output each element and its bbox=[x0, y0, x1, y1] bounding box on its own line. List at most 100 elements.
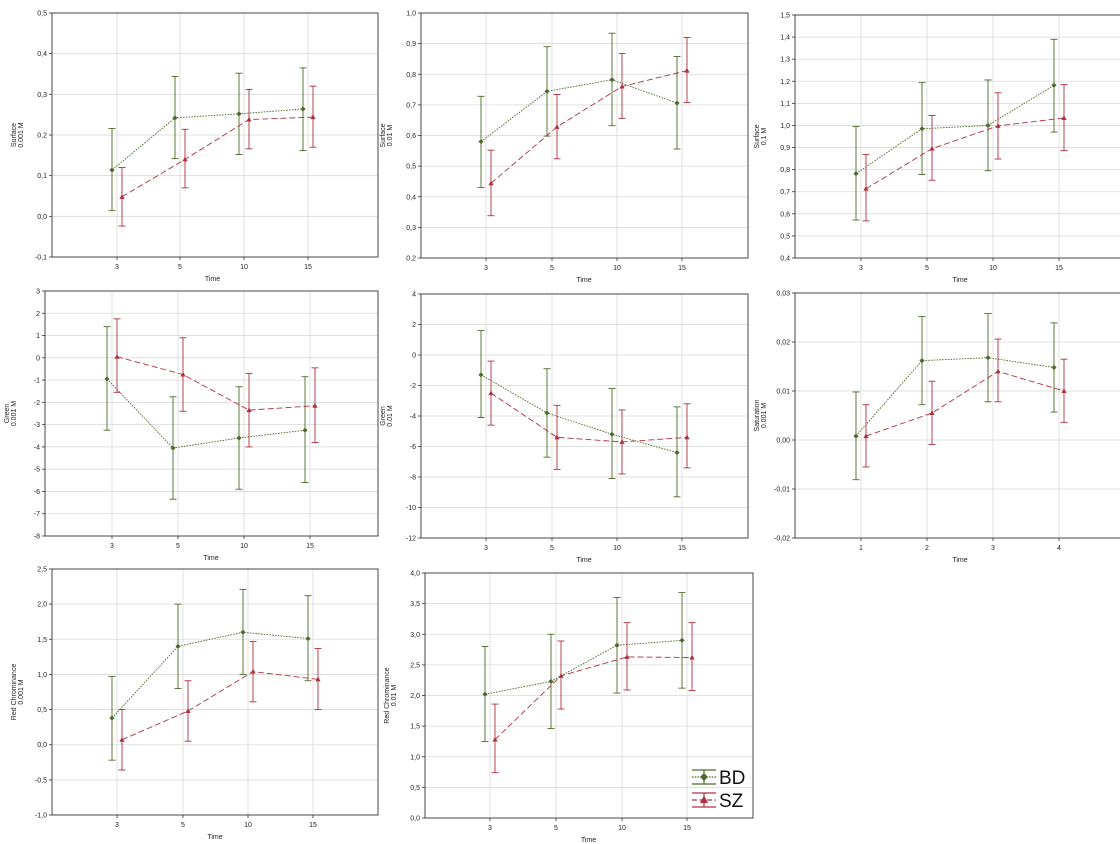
x-tick-label: 10 bbox=[244, 822, 252, 829]
y-tick-label: 1,0 bbox=[780, 123, 790, 130]
data-point-sz bbox=[995, 123, 1001, 128]
y-tick-label: 0,2 bbox=[37, 133, 47, 140]
y-tick-label: 0,0 bbox=[410, 816, 420, 823]
y-tick-label: -3 bbox=[34, 422, 40, 429]
x-tick-label: 5 bbox=[181, 822, 185, 829]
y-tick-label: 0,4 bbox=[406, 194, 416, 201]
chart-panel-6: -0,02 -0,01 0,00 0,01 0,02 0,03 1 2 3 4 Time Satura… bbox=[754, 291, 1120, 564]
y-tick-label: 2,0 bbox=[410, 693, 420, 700]
data-point-bd bbox=[478, 372, 484, 378]
data-point-bd bbox=[305, 635, 311, 642]
plot-frame bbox=[44, 290, 379, 537]
data-point-bd bbox=[853, 433, 859, 439]
data-point-bd bbox=[482, 691, 488, 697]
y-tick-label: -2 bbox=[34, 400, 40, 407]
y-tick-label: 0,9 bbox=[780, 145, 790, 152]
data-point-sz bbox=[1061, 115, 1067, 120]
series-line-sz bbox=[490, 392, 688, 443]
data-point-bd bbox=[172, 115, 178, 121]
y-tick-label: -2 bbox=[410, 383, 416, 390]
legend-label-bd: BD bbox=[719, 768, 745, 789]
plot-frame bbox=[424, 572, 754, 819]
x-axis-label: Time bbox=[952, 557, 967, 564]
x-tick-label: 15 bbox=[306, 543, 314, 550]
y-tick-label: 4,0 bbox=[410, 571, 420, 578]
y-tick-label: 2 bbox=[36, 311, 40, 318]
data-point-bd bbox=[609, 431, 615, 437]
series-line-bd bbox=[855, 84, 1055, 174]
data-point-bd bbox=[175, 643, 181, 649]
x-axis-label: Time bbox=[952, 277, 967, 284]
y-tick-label: -8 bbox=[410, 475, 416, 482]
x-tick-label: 10 bbox=[618, 825, 626, 832]
plot-frame bbox=[794, 14, 1120, 259]
y-tick-label: -1 bbox=[34, 378, 40, 385]
x-tick-label: 5 bbox=[925, 265, 929, 272]
data-point-sz bbox=[619, 439, 625, 444]
data-point-bd bbox=[548, 678, 554, 685]
y-axis-label-concentration: 0.01 M bbox=[391, 685, 398, 707]
x-tick-label: 10 bbox=[240, 264, 248, 271]
y-tick-label: -6 bbox=[34, 489, 40, 496]
x-tick-label: 3 bbox=[115, 264, 119, 271]
y-tick-label: 0,7 bbox=[406, 102, 416, 109]
data-point-bd bbox=[919, 126, 925, 132]
data-point-bd bbox=[109, 167, 115, 173]
data-point-sz bbox=[689, 654, 695, 660]
series-line-sz bbox=[865, 117, 1065, 190]
data-point-sz bbox=[558, 673, 564, 678]
series-line-bd bbox=[106, 378, 306, 449]
y-tick-label: 2,5 bbox=[37, 567, 47, 574]
data-point-sz bbox=[554, 434, 560, 440]
data-point-bd bbox=[609, 77, 615, 83]
data-point-bd bbox=[674, 450, 680, 456]
y-axis-label-concentration: 0.01 M bbox=[387, 405, 394, 427]
x-tick-label: 15 bbox=[683, 825, 691, 832]
y-tick-label: -7 bbox=[34, 511, 40, 518]
y-tick-label: -0,02 bbox=[774, 536, 790, 543]
data-point-bd bbox=[478, 139, 484, 145]
y-tick-label: 0,1 bbox=[37, 173, 47, 180]
y-tick-label: 0,5 bbox=[406, 164, 416, 171]
x-tick-label: 15 bbox=[678, 545, 686, 552]
x-tick-label: 3 bbox=[484, 265, 488, 272]
data-point-sz bbox=[684, 67, 690, 73]
data-point-sz bbox=[250, 668, 256, 674]
y-tick-label: 0,00 bbox=[776, 438, 790, 445]
x-axis-label: Time bbox=[576, 557, 591, 564]
x-tick-label: 3 bbox=[110, 543, 114, 550]
y-tick-label: -4 bbox=[34, 444, 40, 451]
y-tick-label: 0,7 bbox=[780, 189, 790, 196]
y-tick-label: 3,0 bbox=[410, 632, 420, 639]
data-point-bd bbox=[614, 642, 620, 648]
x-tick-label: 15 bbox=[309, 822, 317, 829]
series-line-bd bbox=[111, 108, 304, 171]
data-point-sz bbox=[1061, 388, 1067, 393]
data-point-sz bbox=[315, 676, 321, 682]
data-point-sz bbox=[863, 185, 869, 191]
y-tick-label: 1,5 bbox=[410, 724, 420, 731]
series-line-bd bbox=[480, 79, 678, 142]
x-tick-label: 10 bbox=[989, 265, 997, 272]
data-point-bd bbox=[985, 122, 991, 129]
y-tick-label: -5 bbox=[34, 467, 40, 474]
data-point-sz bbox=[180, 371, 186, 377]
chart-panel-8: 0,0 0,5 1,0 1,5 2,0 2,5 3,0 3,5 4,0 3 5 10 15 Time Red… bbox=[384, 571, 754, 844]
data-point-sz bbox=[246, 407, 252, 413]
y-axis-label-concentration: 0.001 M bbox=[18, 122, 25, 147]
y-tick-label: 0 bbox=[412, 353, 416, 360]
y-tick-label: -6 bbox=[410, 444, 416, 451]
y-tick-label: 1,2 bbox=[780, 79, 790, 86]
series-line-bd bbox=[855, 357, 1055, 437]
data-point-bd bbox=[170, 445, 176, 451]
legend-marker-diamond bbox=[700, 773, 708, 781]
y-tick-label: 2 bbox=[412, 322, 416, 329]
y-tick-label: 2,0 bbox=[37, 602, 47, 609]
data-point-bd bbox=[104, 376, 110, 382]
data-point-sz bbox=[488, 180, 494, 186]
x-tick-label: 10 bbox=[240, 543, 248, 550]
y-axis-label: Surface bbox=[380, 123, 387, 147]
y-tick-label: 0,9 bbox=[406, 41, 416, 48]
data-point-bd bbox=[109, 715, 115, 721]
